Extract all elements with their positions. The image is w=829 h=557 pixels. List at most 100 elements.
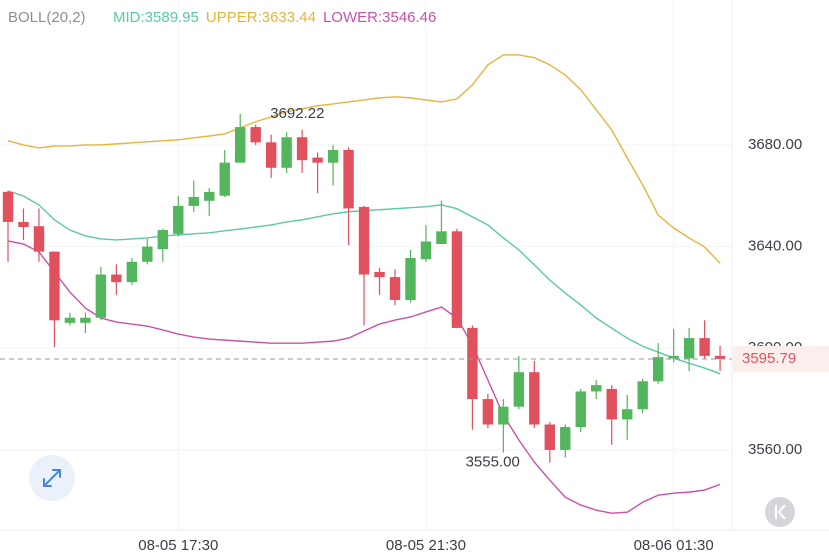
candle: [652, 343, 664, 384]
candle: [622, 395, 633, 440]
candle-body: [683, 338, 695, 359]
candle: [126, 258, 138, 285]
candle-body: [281, 137, 292, 168]
candle-body: [265, 142, 277, 168]
min-label: 3555.00: [466, 454, 520, 471]
candle: [204, 188, 215, 217]
candle: [606, 385, 617, 445]
candle-body: [188, 197, 199, 206]
scroll-latest-icon: [775, 504, 786, 520]
candle-body: [374, 271, 385, 278]
candle: [296, 129, 308, 173]
candle: [498, 399, 509, 453]
legend: BOLL(20,2) MID:3589.95 UPPER:3633.44 LOWER…: [8, 9, 436, 26]
candle: [157, 228, 168, 262]
scroll-latest-button[interactable]: [765, 497, 795, 527]
candle-body: [126, 261, 138, 283]
candle: [389, 269, 401, 306]
last-price-label: 3595.79: [742, 350, 796, 367]
y-tick-label: 3680.00: [748, 136, 802, 153]
candle: [250, 124, 261, 145]
candle-body: [622, 409, 633, 420]
candle: [111, 264, 122, 295]
y-tick-label: 3640.00: [748, 238, 802, 255]
candle-body: [80, 317, 91, 323]
candle: [529, 360, 540, 429]
candle-body: [343, 149, 354, 209]
candle: [544, 421, 555, 463]
indicator-label: BOLL(20,2): [8, 9, 86, 26]
candle: [637, 378, 648, 414]
candle-body: [2, 191, 14, 222]
candle-body: [219, 162, 230, 196]
candle: [2, 190, 14, 262]
candle-body: [513, 372, 525, 407]
candle-body: [529, 372, 540, 425]
candle-body: [173, 205, 184, 234]
candle-body: [482, 399, 494, 425]
candle-body: [204, 191, 215, 201]
candle: [173, 195, 184, 237]
candle-body: [652, 357, 664, 382]
candle: [420, 224, 432, 262]
candle: [142, 238, 153, 265]
candle: [405, 249, 416, 303]
x-tick-label: 08-06 01:30: [634, 537, 714, 554]
candle: [95, 266, 107, 321]
candle: [312, 152, 323, 194]
candle: [467, 325, 478, 430]
candle: [358, 205, 370, 326]
expand-button[interactable]: [29, 455, 75, 501]
candle-body: [451, 231, 463, 328]
candle-body: [714, 355, 726, 359]
candle-body: [467, 327, 478, 400]
candle-body: [142, 246, 153, 262]
candle-body: [575, 391, 586, 428]
candle: [714, 345, 726, 372]
last-price-box: [733, 345, 829, 372]
candle: [64, 312, 76, 326]
candle-body: [157, 230, 168, 250]
candle: [560, 424, 571, 458]
candle: [482, 394, 494, 429]
candle: [49, 251, 60, 347]
candle: [219, 149, 230, 198]
candle: [281, 132, 292, 173]
candle-body: [591, 385, 602, 392]
candle: [80, 312, 91, 333]
candle-body: [606, 388, 617, 420]
candle-body: [95, 274, 107, 318]
candle-body: [235, 127, 246, 163]
candle: [575, 388, 586, 433]
candle: [436, 200, 447, 245]
candle: [343, 147, 354, 246]
candle: [235, 113, 246, 163]
candle-body: [49, 251, 60, 321]
candle: [513, 355, 525, 410]
candle-body: [498, 406, 509, 425]
candle: [591, 380, 602, 400]
legend-entry: UPPER:3633.44: [206, 9, 316, 26]
candle-body: [668, 355, 679, 359]
candle-body: [436, 231, 447, 245]
candle-body: [389, 277, 401, 300]
candle-body: [111, 274, 122, 283]
candle-body: [327, 149, 339, 163]
legend-entry: MID:3589.95: [113, 9, 199, 26]
candle: [33, 208, 45, 262]
expand-icon: [43, 469, 61, 487]
candle-body: [250, 127, 261, 143]
candle: [451, 228, 463, 328]
candle-body: [560, 427, 571, 450]
band-line: [7, 54, 721, 264]
max-label: 3692.22: [270, 105, 324, 122]
candle: [668, 329, 679, 363]
x-tick-label: 08-05 21:30: [386, 537, 466, 554]
candle: [699, 320, 710, 359]
candle: [18, 208, 29, 240]
candle-body: [64, 317, 76, 323]
candle-body: [296, 137, 308, 161]
candle: [374, 267, 385, 295]
candle-body: [420, 241, 432, 260]
